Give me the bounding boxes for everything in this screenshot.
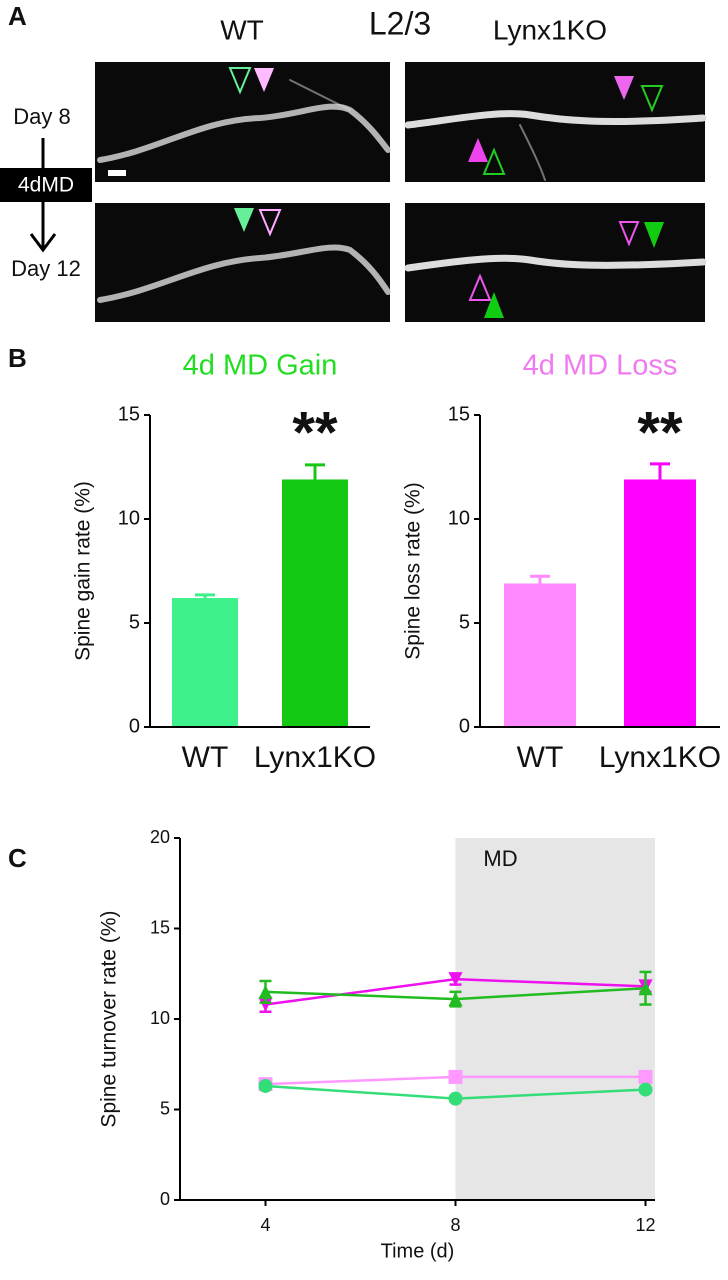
y-tick-label: 5 — [160, 1098, 170, 1118]
column-label: L2/3 — [369, 5, 431, 41]
bar — [504, 583, 576, 727]
shade — [455, 838, 655, 1200]
arrow-head — [29, 233, 57, 253]
y-axis-label: Spine turnover rate (%) — [98, 910, 121, 1127]
marker — [448, 1091, 463, 1106]
row-label: Day 12 — [11, 256, 81, 281]
y-tick-label: 15 — [118, 403, 140, 425]
shade-label: MD — [483, 846, 517, 871]
chart-title: 4d MD Loss — [523, 350, 678, 382]
micrograph — [95, 203, 391, 322]
marker — [448, 1069, 463, 1084]
bar — [172, 598, 238, 727]
bar — [282, 479, 348, 727]
marker — [638, 1082, 653, 1097]
row-label: Day 8 — [13, 104, 70, 129]
x-tick-label: WT — [517, 741, 564, 774]
panel-label: C — [8, 843, 27, 873]
marker — [258, 1078, 273, 1093]
marker — [638, 1069, 653, 1084]
y-tick-label: 5 — [129, 611, 140, 633]
marker — [638, 981, 653, 996]
significance: ** — [637, 400, 683, 465]
bar — [624, 479, 696, 727]
x-tick-label: WT — [182, 741, 229, 774]
micrograph — [404, 62, 707, 182]
panel-label: A — [8, 1, 27, 31]
y-tick-label: 15 — [150, 917, 170, 937]
x-axis-label: Time (d) — [381, 1240, 455, 1262]
y-tick-label: 15 — [448, 403, 470, 425]
y-tick-label: 20 — [150, 827, 170, 847]
micrograph — [404, 203, 707, 322]
x-tick-label: 4 — [260, 1215, 270, 1235]
y-tick-label: 0 — [459, 715, 470, 737]
x-tick-label: 12 — [635, 1215, 655, 1235]
marker — [448, 972, 463, 987]
column-label: WT — [220, 14, 264, 45]
y-axis-label: Spine loss rate (%) — [402, 482, 425, 659]
column-label: Lynx1KO — [493, 14, 607, 45]
micrograph — [95, 62, 391, 182]
x-tick-label: Lynx1KO — [254, 741, 376, 774]
y-tick-label: 10 — [448, 507, 470, 529]
row-label: 4dMD — [18, 174, 74, 197]
y-axis-label: Spine gain rate (%) — [72, 481, 95, 661]
chart-title: 4d MD Gain — [183, 350, 338, 382]
panel-label: B — [8, 343, 27, 373]
marker — [258, 997, 273, 1012]
x-tick-label: Lynx1KO — [599, 741, 721, 774]
significance: ** — [292, 400, 338, 465]
y-tick-label: 0 — [160, 1189, 170, 1209]
x-tick-label: 8 — [450, 1215, 460, 1235]
label-box — [0, 168, 92, 202]
y-tick-label: 10 — [150, 1008, 170, 1028]
y-tick-label: 10 — [118, 507, 140, 529]
y-tick-label: 0 — [129, 715, 140, 737]
marker — [448, 992, 463, 1007]
marker — [258, 984, 273, 999]
y-tick-label: 5 — [459, 611, 470, 633]
